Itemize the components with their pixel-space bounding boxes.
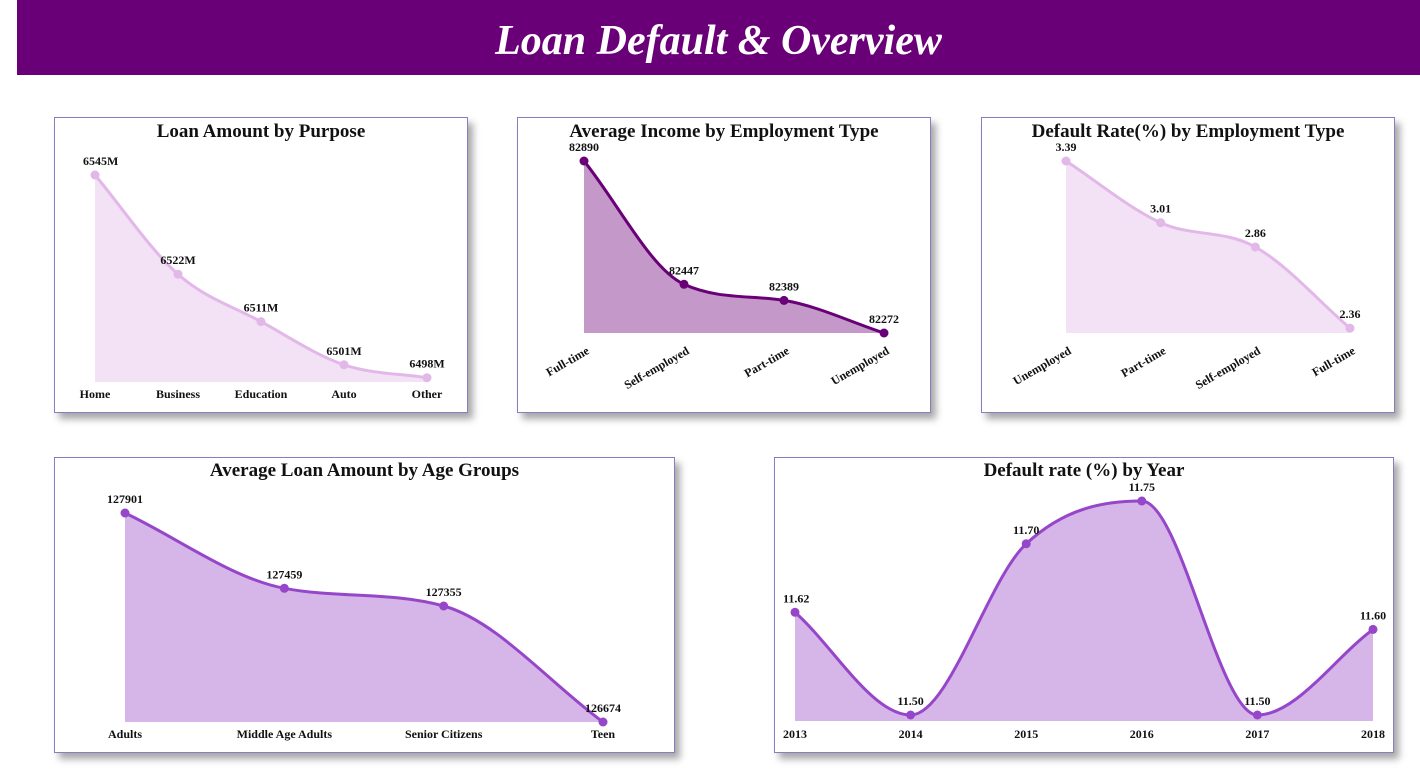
- data-point-adults: [120, 508, 130, 518]
- tick-label-2017: 2017: [1245, 727, 1269, 741]
- data-label-full-time: 82890: [569, 140, 599, 154]
- tick-label-part-time: Part-time: [742, 343, 792, 380]
- series-area: [95, 175, 427, 382]
- data-label-full-time: 2.36: [1340, 307, 1361, 321]
- data-label-teen: 126674: [585, 701, 621, 715]
- data-label-auto: 6501M: [326, 344, 361, 358]
- chart-svg: Default rate (%) by Year 11.62 11.50 11.70 1…: [783, 460, 1386, 741]
- data-point-full-time: [579, 156, 589, 166]
- data-label-2015: 11.70: [1013, 523, 1039, 537]
- data-label-2018: 11.60: [1360, 608, 1386, 622]
- tick-label-other: Other: [412, 387, 443, 401]
- series-area: [1066, 161, 1350, 333]
- data-point-self-employed: [679, 279, 689, 289]
- tick-label-unemployed: Unemployed: [1010, 343, 1073, 388]
- data-label-home: 6545M: [83, 154, 118, 168]
- tick-label-unemployed: Unemployed: [828, 343, 891, 388]
- data-label-self-employed: 2.86: [1245, 226, 1266, 240]
- series-area: [584, 161, 884, 333]
- data-point-unemployed: [1061, 156, 1071, 166]
- chart-card-loan-amount-by-purpose: Loan Amount by Purpose 6545M 6522M 6511M 650…: [54, 117, 468, 413]
- tick-label-auto: Auto: [331, 387, 356, 401]
- data-point-2015: [1021, 539, 1031, 549]
- data-label-unemployed: 82272: [869, 312, 899, 326]
- series-line: [124, 511, 604, 724]
- chart-title: Average Loan Amount by Age Groups: [210, 460, 519, 481]
- chart-card-average-income-by-employment: Average Income by Employment Type 82890 82…: [517, 117, 931, 413]
- data-point-senior-citizens: [439, 601, 449, 611]
- tick-label-2015: 2015: [1014, 727, 1038, 741]
- data-label-2017: 11.50: [1244, 694, 1270, 708]
- header-banner: Loan Default & Overview: [17, 0, 1420, 75]
- data-point-part-time: [1156, 218, 1166, 228]
- tick-label-senior-citizens: Senior Citizens: [405, 727, 483, 741]
- data-point-self-employed: [1250, 242, 1260, 252]
- chart-title: Average Income by Employment Type: [569, 121, 878, 142]
- data-point-education: [256, 317, 266, 327]
- tick-label-part-time: Part-time: [1118, 343, 1168, 380]
- series-line: [582, 160, 885, 335]
- data-label-self-employed: 82447: [669, 263, 699, 277]
- data-point-2014: [906, 710, 916, 720]
- tick-label-teen: Teen: [591, 727, 616, 741]
- data-label-other: 6498M: [409, 357, 444, 371]
- series-area: [795, 501, 1373, 721]
- chart-title: Loan Amount by Purpose: [157, 121, 366, 142]
- tick-label-self-employed: Self-employed: [1193, 343, 1263, 392]
- page-title: Loan Default & Overview: [495, 18, 942, 64]
- data-label-2014: 11.50: [897, 694, 923, 708]
- chart-svg: Average Loan Amount by Age Groups 127901 1…: [107, 460, 621, 741]
- chart-title: Default Rate(%) by Employment Type: [1032, 121, 1345, 142]
- data-label-middle-age-adults: 127459: [266, 567, 302, 581]
- tick-label-middle-age-adults: Middle Age Adults: [237, 727, 333, 741]
- chart-card-default-rate-by-year: Default rate (%) by Year 11.62 11.50 11.70 1…: [774, 457, 1394, 753]
- data-label-business: 6522M: [160, 253, 195, 267]
- data-label-senior-citizens: 127355: [426, 585, 462, 599]
- chart-svg: Loan Amount by Purpose 6545M 6522M 6511M 650…: [80, 121, 445, 401]
- series-area: [125, 513, 603, 722]
- data-label-part-time: 82389: [769, 279, 799, 293]
- data-label-part-time: 3.01: [1150, 202, 1171, 216]
- data-point-unemployed: [879, 328, 889, 338]
- data-point-2013: [790, 607, 800, 617]
- tick-label-2014: 2014: [899, 727, 923, 741]
- data-point-teen: [598, 717, 608, 727]
- tick-label-education: Education: [235, 387, 288, 401]
- data-point-part-time: [779, 295, 789, 305]
- tick-label-2013: 2013: [783, 727, 807, 741]
- tick-label-2018: 2018: [1361, 727, 1385, 741]
- tick-label-full-time: Full-time: [544, 343, 593, 379]
- data-label-2013: 11.62: [783, 591, 809, 605]
- series-line: [1065, 159, 1351, 330]
- data-label-unemployed: 3.39: [1056, 140, 1077, 154]
- tick-label-adults: Adults: [108, 727, 142, 741]
- data-label-2016: 11.75: [1129, 480, 1155, 494]
- data-point-home: [90, 170, 100, 180]
- data-point-business: [173, 269, 183, 279]
- chart-title: Default rate (%) by Year: [984, 460, 1185, 481]
- data-point-2016: [1137, 496, 1147, 506]
- tick-label-home: Home: [80, 387, 111, 401]
- data-point-2018: [1368, 624, 1378, 634]
- data-label-adults: 127901: [107, 492, 143, 506]
- data-point-middle-age-adults: [279, 583, 289, 593]
- data-label-education: 6511M: [244, 301, 279, 315]
- data-point-other: [422, 373, 432, 383]
- data-point-auto: [339, 360, 349, 370]
- chart-card-default-rate-by-employment: Default Rate(%) by Employment Type 3.39 3.…: [981, 117, 1395, 413]
- data-point-full-time: [1345, 323, 1355, 333]
- tick-label-full-time: Full-time: [1310, 343, 1359, 379]
- tick-label-2016: 2016: [1130, 727, 1154, 741]
- data-point-2017: [1252, 710, 1262, 720]
- chart-card-loan-amount-by-age: Average Loan Amount by Age Groups 127901 1…: [54, 457, 675, 753]
- tick-label-self-employed: Self-employed: [622, 343, 692, 392]
- tick-label-business: Business: [156, 387, 200, 401]
